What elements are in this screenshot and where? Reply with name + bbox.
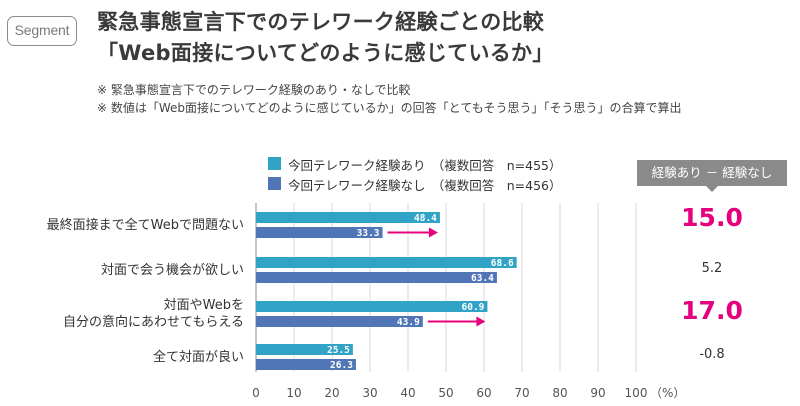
x-tick-label: 100 [625,386,648,400]
x-tick-label: 40 [400,386,415,400]
data-label-with-experience: 25.5 [327,345,350,356]
difference-header: 経験あり － 経験なし [637,160,787,192]
category-label-line: 全て対面が良い [152,349,244,365]
x-tick-label: 30 [362,386,377,400]
bar-with-experience [256,257,517,268]
data-label-without-experience: 63.4 [471,273,494,284]
x-tick-label: 70 [514,386,529,400]
bar-without-experience [256,359,356,370]
x-tick-label: 10 [286,386,301,400]
data-label-without-experience: 33.3 [357,228,380,239]
note-calculation: ※ 数値は「Web面接についてどのように感じているか」の回答「とてもそう思う」「… [97,101,682,115]
data-label-without-experience: 26.3 [330,360,353,371]
x-tick-label: 90 [590,386,605,400]
bar-without-experience [256,316,423,327]
category-label: 対面やWebを自分の意向にあわせてもらえる [63,297,244,331]
x-axis-unit: （%） [650,386,685,400]
category-label-line: 対面で会う機会が欲しい [100,262,244,278]
difference-value: -0.8 [699,347,725,362]
x-tick-label: 20 [324,386,339,400]
category-label: 全て対面が良い [153,349,244,366]
data-label-without-experience: 43.9 [397,317,420,328]
difference-value-highlight: 15.0 [681,203,743,232]
segment-badge: Segment [7,16,77,46]
bar-without-experience [256,272,497,283]
difference-value-highlight: 17.0 [681,296,743,325]
x-tick-label: 80 [552,386,567,400]
bar-with-experience [256,212,440,223]
data-label-with-experience: 68.6 [491,258,514,269]
chart-title-line-2: 「Web面接についてどのように感じているか」 [97,41,554,65]
x-tick-label: 50 [438,386,453,400]
chart-title-line-1: 緊急事態宣言下でのテレワーク経験ごとの比較 [97,10,545,34]
difference-arrow-head [428,227,438,238]
bar-with-experience [256,301,488,312]
x-tick-label: 0 [252,386,260,400]
data-label-with-experience: 60.9 [462,302,485,313]
legend-swatch-without-experience [268,177,281,190]
difference-arrow-head [476,316,486,327]
data-label-with-experience: 48.4 [414,213,437,224]
difference-value: 5.2 [701,261,723,276]
category-label-line: 自分の意向にあわせてもらえる [63,315,244,330]
legend-label-without-experience: 今回テレワーク経験なし （複数回答 n=456） [288,178,562,193]
bar-with-experience [256,344,353,355]
x-tick-label: 60 [476,386,491,400]
category-label-line: 対面やWebを [163,298,244,313]
category-label-line: 最終面接まで全てWebで問題ない [46,217,244,233]
legend-swatch-with-experience [268,157,281,170]
category-label: 対面で会う機会が欲しい [101,262,244,279]
category-label: 最終面接まで全てWebで問題ない [47,217,244,234]
bar-without-experience [256,227,383,238]
legend-label-with-experience: 今回テレワーク経験あり （複数回答 n=455） [288,158,562,173]
note-comparison: ※ 緊急事態宣言下でのテレワーク経験のあり・なしで比較 [97,83,411,97]
